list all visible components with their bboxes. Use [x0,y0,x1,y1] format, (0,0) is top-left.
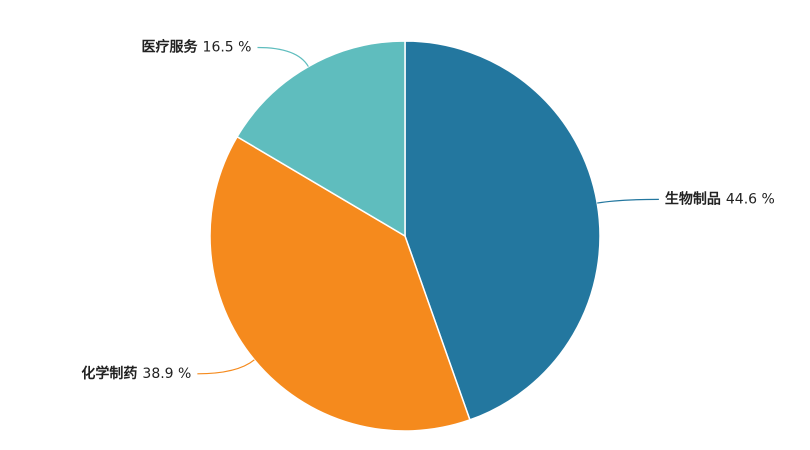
slice-label: 医疗服务16.5 % [142,39,252,56]
slice-value: 44.6 % [726,191,775,207]
slice-label: 生物制品 44.6 % [665,190,775,207]
slice-label: 化学制药 38.9 % [81,365,191,382]
slice-value: 16.5 % [203,40,252,56]
slice-name: 医疗服务 [142,39,199,56]
leader-line [197,359,255,375]
pie-slice [404,40,601,421]
leader-line [597,198,659,204]
slice-name: 生物制品 [665,190,721,207]
pie-slice [209,135,471,432]
leader-line [257,46,309,67]
slice-value: 38.9 % [142,366,191,382]
slice-name: 化学制药 [81,365,137,382]
